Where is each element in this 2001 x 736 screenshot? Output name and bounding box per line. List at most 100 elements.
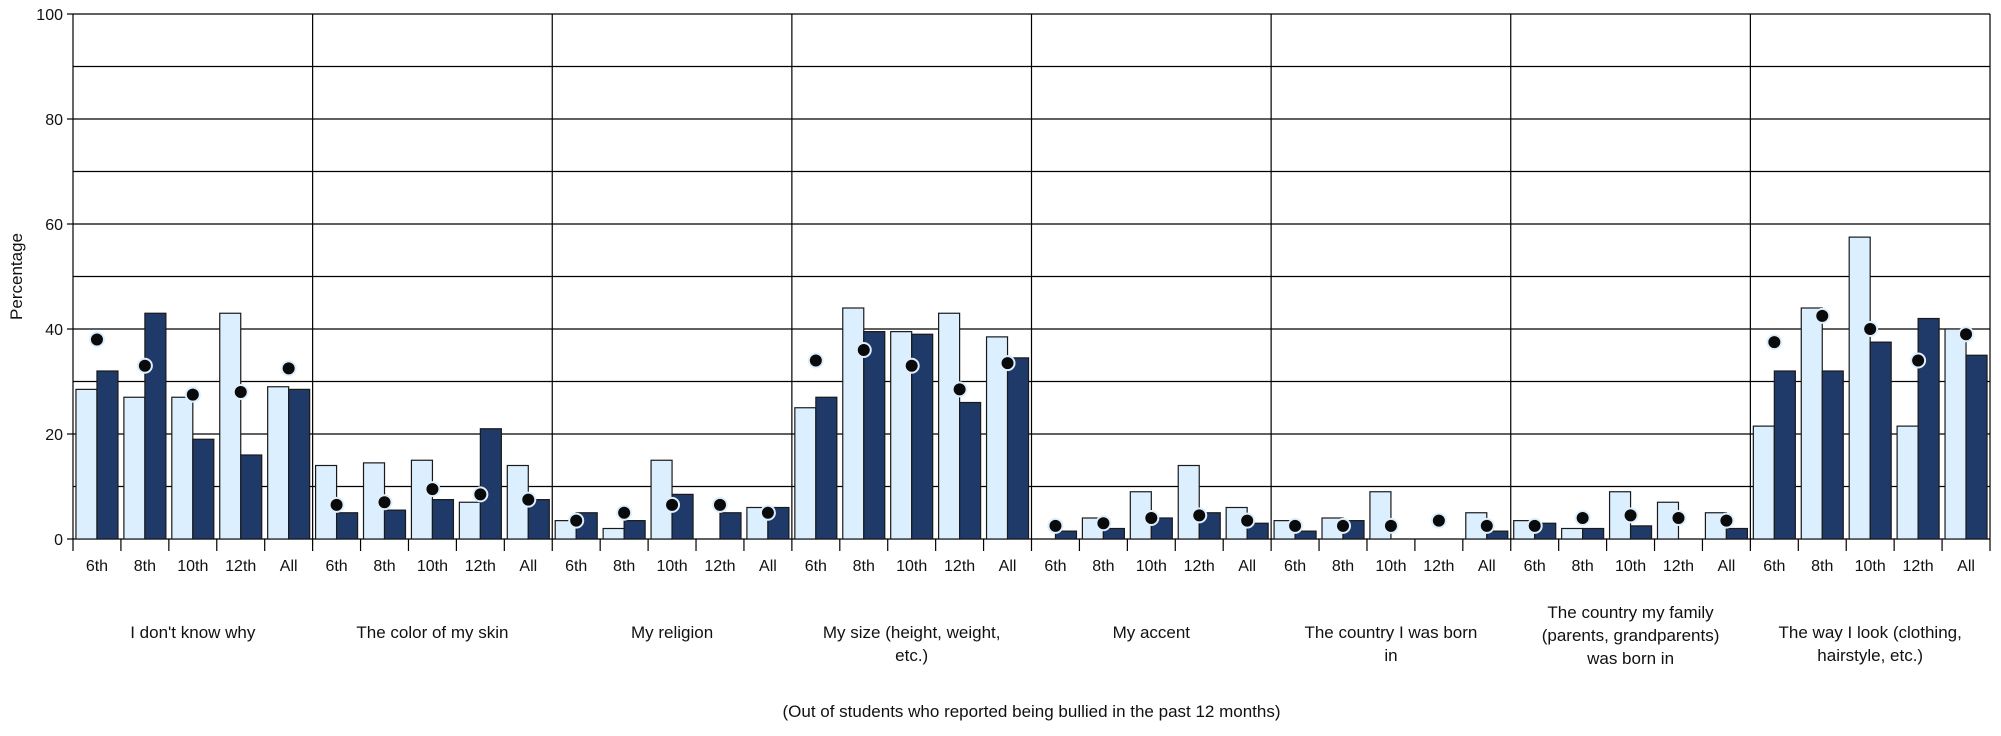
category-label: My size (height, weight, [823, 623, 1001, 642]
y-tick-label: 80 [45, 112, 63, 129]
marker-dot [424, 481, 441, 498]
bar-light [1561, 527, 1584, 540]
grade-label: 12th [1423, 558, 1454, 575]
bar-dark [1006, 357, 1030, 540]
grade-label: 12th [704, 558, 735, 575]
grade-label: All [1957, 558, 1975, 575]
bar-dark [1629, 525, 1653, 540]
bar-dark [1054, 530, 1078, 540]
category-label: The country my family [1547, 603, 1714, 622]
marker-dot [759, 504, 776, 521]
marker-dot [1143, 510, 1160, 526]
marker-dot [1382, 517, 1399, 534]
gridlines [67, 13, 1991, 551]
y-axis-label: Percentage [7, 233, 26, 320]
grade-label: 12th [1663, 558, 1694, 575]
grade-label: 12th [1184, 558, 1215, 575]
marker-dot [1814, 307, 1831, 324]
grade-label: 10th [1136, 558, 1167, 575]
grade-label: 10th [1375, 558, 1406, 575]
marker-dot [280, 360, 297, 377]
grade-label: 12th [1903, 558, 1934, 575]
marker-dot [855, 342, 872, 358]
category-label: hairstyle, etc.) [1817, 646, 1923, 665]
bar-dark [1294, 530, 1317, 540]
labels: 0 20 40 60 80 100 Percentage 6th 8th 10th 12th All I… [7, 7, 1975, 721]
grade-label: 6th [86, 558, 108, 575]
marker-dot [807, 352, 824, 369]
marker-dot [376, 494, 393, 511]
marker-dot [1095, 515, 1112, 532]
grade-label: 12th [944, 558, 975, 575]
marker-dot [1622, 507, 1639, 524]
bar-dark [719, 512, 742, 540]
bar-dark [240, 454, 263, 540]
marker-dot [1430, 512, 1447, 529]
bar-dark [1773, 370, 1796, 540]
bar-dark [1246, 522, 1269, 540]
grade-label: 8th [613, 558, 635, 575]
bar-dark [96, 370, 119, 540]
category-label: The color of my skin [356, 623, 508, 642]
bar-dark [623, 520, 646, 540]
bar-dark [1965, 354, 1988, 540]
category-label: etc.) [895, 646, 928, 665]
grade-label: 6th [1763, 558, 1785, 575]
bar-light [267, 386, 290, 540]
grade-label: 6th [1044, 558, 1066, 575]
bar-dark [192, 438, 215, 540]
marker-dot [951, 381, 968, 398]
marker-dot [1958, 326, 1975, 343]
grade-label: 6th [1524, 558, 1546, 575]
bar-dark [911, 333, 934, 540]
bar-light [410, 459, 434, 540]
marker-dot [1766, 334, 1783, 351]
bar-light [75, 388, 98, 540]
marker-dot [1526, 517, 1543, 534]
grade-label: 8th [134, 558, 156, 575]
bar-light [219, 312, 242, 540]
grade-label: 12th [465, 558, 496, 575]
marker-dot [520, 491, 537, 508]
bar-dark [1869, 341, 1892, 540]
grade-label: All [759, 558, 777, 575]
grade-label: All [999, 558, 1017, 575]
bar-dark [863, 331, 886, 540]
bar-light [1800, 307, 1823, 540]
category-label: was born in [1586, 649, 1674, 668]
markers [88, 307, 1975, 534]
marker-dot [1478, 517, 1495, 534]
grade-label: 6th [325, 558, 347, 575]
marker-dot [1239, 512, 1256, 529]
bar-light [1944, 328, 1967, 540]
grade-label: 10th [177, 558, 208, 575]
bar-dark [383, 509, 407, 540]
bar-dark [959, 401, 982, 540]
category-label: The way I look (clothing, [1779, 623, 1962, 642]
marker-dot [1670, 510, 1687, 526]
category-label: I don't know why [130, 623, 256, 642]
grade-label: All [280, 558, 298, 575]
x-axis-label: (Out of students who reported being bull… [782, 702, 1280, 721]
bar-dark [1102, 527, 1125, 540]
grade-label: 12th [225, 558, 256, 575]
y-tick-label: 20 [45, 427, 63, 444]
marker-dot [1718, 512, 1735, 529]
grade-label: 10th [1615, 558, 1646, 575]
marker-dot [184, 386, 201, 403]
marker-dot [1574, 510, 1591, 526]
grade-label: 10th [656, 558, 687, 575]
bar-dark [144, 312, 167, 540]
grade-label: 10th [417, 558, 448, 575]
marker-dot [664, 496, 681, 513]
bar-dark [1821, 370, 1844, 540]
bar-dark [815, 396, 838, 540]
bar-dark [1725, 527, 1749, 540]
bar-light [458, 501, 481, 540]
grade-label: 6th [805, 558, 827, 575]
marker-dot [1910, 352, 1927, 369]
bar-dark [527, 499, 550, 540]
bar-light [1896, 425, 1919, 540]
marker-dot [903, 357, 920, 374]
